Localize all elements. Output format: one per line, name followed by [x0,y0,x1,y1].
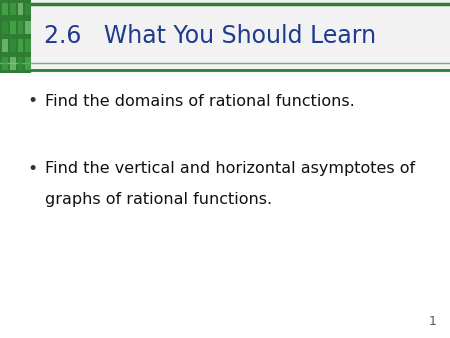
Bar [25,39,31,52]
Text: Find the domains of rational functions.: Find the domains of rational functions. [45,94,355,109]
Bar [2,21,8,33]
Bar [2,57,8,70]
Text: Find the vertical and horizontal asymptotes of: Find the vertical and horizontal asympto… [45,162,415,176]
Bar [18,3,23,16]
Bar [18,57,23,70]
Bar [2,39,8,52]
Text: 1: 1 [428,315,436,328]
Bar [0,0,31,73]
Bar [10,3,16,16]
Text: graphs of rational functions.: graphs of rational functions. [45,192,272,207]
Text: 2.6   What You Should Learn: 2.6 What You Should Learn [44,24,376,48]
Bar [25,57,31,70]
Bar [10,57,16,70]
Text: •: • [27,160,37,178]
Bar [10,39,16,52]
Bar [10,21,16,33]
Bar [18,39,23,52]
Bar [0,0,450,73]
Text: •: • [27,92,37,111]
Bar [2,3,8,16]
Bar [25,3,31,16]
Bar [25,21,31,33]
Bar [18,21,23,33]
